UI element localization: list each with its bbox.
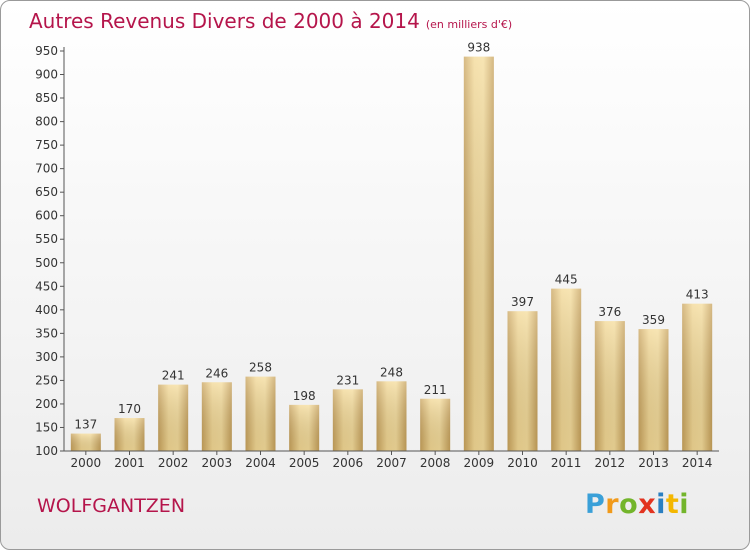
x-tick-label-2012: 2012 [595,456,626,470]
bar-shade-2006 [332,389,363,451]
y-tick-label-700: 700 [35,162,58,176]
data-label-2006: 231 [336,373,359,387]
x-tick-label-2008: 2008 [420,456,451,470]
bar-shade-2002 [158,384,189,451]
data-label-2004: 258 [249,361,272,375]
x-tick-label-2006: 2006 [333,456,364,470]
data-label-2011: 445 [555,273,578,287]
bar-shade-2001 [114,418,145,451]
y-tick-label-100: 100 [35,444,58,458]
data-label-2014: 413 [686,288,709,302]
x-tick-label-2013: 2013 [638,456,669,470]
data-label-2010: 397 [511,295,534,309]
bar-shade-2007 [376,381,407,451]
y-tick-label-650: 650 [35,185,58,199]
x-tick-label-2005: 2005 [289,456,320,470]
data-label-2001: 170 [118,402,141,416]
bar-shade-2013 [638,329,669,451]
x-tick-label-2007: 2007 [376,456,407,470]
y-tick-label-350: 350 [35,326,58,340]
y-tick-label-250: 250 [35,373,58,387]
bar-shade-2014 [682,303,713,451]
data-label-2013: 359 [642,313,665,327]
y-tick-label-400: 400 [35,303,58,317]
proxiti-logo: Proxiti [585,489,690,520]
bar-shade-2010 [507,311,538,451]
x-tick-label-2009: 2009 [464,456,495,470]
y-tick-label-550: 550 [35,232,58,246]
y-tick-label-300: 300 [35,350,58,364]
x-tick-label-2014: 2014 [682,456,713,470]
y-tick-label-750: 750 [35,138,58,152]
y-tick-label-500: 500 [35,256,58,270]
y-tick-label-900: 900 [35,68,58,82]
bar-shade-2008 [420,398,451,451]
y-tick-label-950: 950 [35,44,58,58]
axis-layer: 2000 2001 2002 2003 2004 2005 2006 2007 2008 2009… [35,44,719,470]
data-label-2007: 248 [380,365,403,379]
bar-shade-2012 [594,321,625,451]
title-row: Autres Revenus Divers de 2000 à 2014 (en … [29,9,512,33]
y-tick-label-800: 800 [35,115,58,129]
bar-shade-2009 [463,56,494,451]
bar-shade-2004 [245,376,276,451]
x-tick-label-2001: 2001 [114,456,145,470]
commune-name: WOLFGANTZEN [37,495,186,517]
x-tick-label-2000: 2000 [71,456,102,470]
y-tick-label-850: 850 [35,91,58,105]
chart-title: Autres Revenus Divers de 2000 à 2014 [29,9,420,33]
x-tick-label-2002: 2002 [158,456,189,470]
bar-shade-2003 [201,382,232,451]
x-tick-label-2011: 2011 [551,456,582,470]
data-label-2012: 376 [598,305,621,319]
bar-shade-2005 [289,404,320,451]
x-tick-label-2003: 2003 [202,456,233,470]
data-label-2003: 246 [205,366,228,380]
chart-subtitle: (en milliers d'€) [425,18,513,31]
bar-shade-2000 [70,433,101,451]
y-tick-label-200: 200 [35,397,58,411]
x-tick-label-2010: 2010 [507,456,538,470]
data-label-2008: 211 [424,383,447,397]
data-label-2005: 198 [293,389,316,403]
data-label-2002: 241 [162,369,185,383]
x-tick-label-2004: 2004 [245,456,276,470]
y-tick-label-600: 600 [35,209,58,223]
bars-layer: 137 170 241 246 258 198 231 248 211 938 397 445 376 3… [70,41,713,451]
y-tick-label-450: 450 [35,279,58,293]
data-label-2009: 938 [467,41,490,55]
y-tick-label-150: 150 [35,420,58,434]
bar-shade-2011 [551,288,582,451]
data-label-2000: 137 [74,418,97,432]
